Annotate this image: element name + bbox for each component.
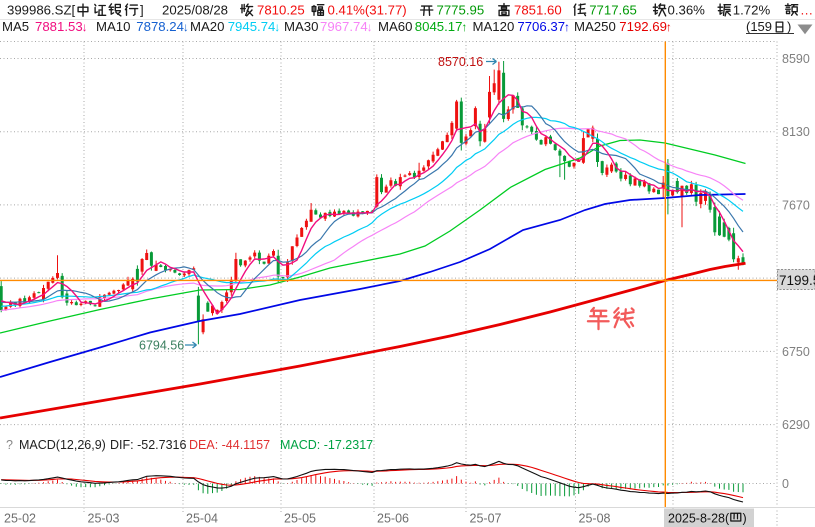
svg-text:0.41%(31.77): 0.41%(31.77)	[328, 3, 407, 18]
svg-text:2025-8-28(: 2025-8-28(	[668, 512, 730, 526]
svg-text:25-06: 25-06	[377, 512, 409, 526]
svg-text:]: ]	[140, 3, 144, 18]
svg-text:25-03: 25-03	[88, 512, 120, 526]
svg-text:↓: ↓	[82, 20, 88, 34]
svg-text:7881.53: 7881.53	[35, 19, 83, 34]
svg-text:MA10: MA10	[96, 19, 130, 34]
svg-text:MACD(12,26,9): MACD(12,26,9)	[19, 438, 106, 452]
svg-text:25-05: 25-05	[284, 512, 316, 526]
svg-text:MA20: MA20	[190, 19, 224, 34]
svg-text:25-04: 25-04	[186, 512, 218, 526]
svg-text:↑: ↑	[461, 20, 467, 34]
svg-text:7878.24: 7878.24	[136, 19, 184, 34]
svg-text:↑: ↑	[666, 20, 672, 34]
svg-text:↓: ↓	[274, 20, 280, 34]
svg-text:MACD: -17.2317: MACD: -17.2317	[280, 438, 373, 452]
svg-text:7670: 7670	[782, 198, 810, 212]
svg-text:↑: ↑	[564, 20, 570, 34]
svg-text:↓: ↓	[183, 20, 189, 34]
svg-text:8045.17: 8045.17	[415, 19, 463, 34]
svg-text:7810.25: 7810.25	[257, 3, 305, 18]
svg-text:7199.5: 7199.5	[779, 273, 815, 288]
svg-text:DIF: -52.7316: DIF: -52.7316	[110, 438, 186, 452]
svg-text:MA60: MA60	[378, 19, 412, 34]
svg-text:1.72%: 1.72%	[733, 3, 771, 18]
svg-text:MA120: MA120	[473, 19, 515, 34]
svg-text:7945.74: 7945.74	[228, 19, 276, 34]
svg-text:25-08: 25-08	[579, 512, 611, 526]
svg-text:7967.74: 7967.74	[320, 19, 368, 34]
svg-text:7775.95: 7775.95	[437, 3, 485, 18]
svg-text:399986.SZ[: 399986.SZ[	[7, 3, 76, 18]
svg-text:8590: 8590	[782, 52, 810, 66]
svg-text:MA5: MA5	[2, 19, 29, 34]
svg-text:6290: 6290	[782, 418, 810, 432]
svg-text:…: …	[800, 3, 813, 18]
svg-text:0.36%: 0.36%	[668, 3, 706, 18]
svg-text:MA250: MA250	[574, 19, 616, 34]
svg-text:): )	[743, 512, 747, 526]
svg-text:DEA: -44.1157: DEA: -44.1157	[189, 438, 270, 452]
svg-text:7851.60: 7851.60	[514, 3, 562, 18]
svg-text:6750: 6750	[782, 345, 810, 359]
svg-text:7192.69: 7192.69	[619, 19, 667, 34]
svg-text:(159: (159	[746, 19, 772, 34]
svg-text:7706.37: 7706.37	[517, 19, 565, 34]
svg-text:MA30: MA30	[284, 19, 318, 34]
svg-text:25-02: 25-02	[4, 512, 36, 526]
svg-text:6794.56: 6794.56	[139, 339, 184, 353]
svg-text:8130: 8130	[782, 125, 810, 139]
svg-text:↓: ↓	[367, 20, 373, 34]
svg-text:?: ?	[6, 438, 13, 452]
svg-text:): )	[787, 19, 791, 34]
svg-text:8570.16: 8570.16	[438, 55, 483, 69]
svg-text:2025/08/28: 2025/08/28	[162, 3, 228, 18]
svg-text:0: 0	[782, 477, 789, 491]
svg-text:25-07: 25-07	[470, 512, 502, 526]
svg-text:7717.65: 7717.65	[589, 3, 637, 18]
